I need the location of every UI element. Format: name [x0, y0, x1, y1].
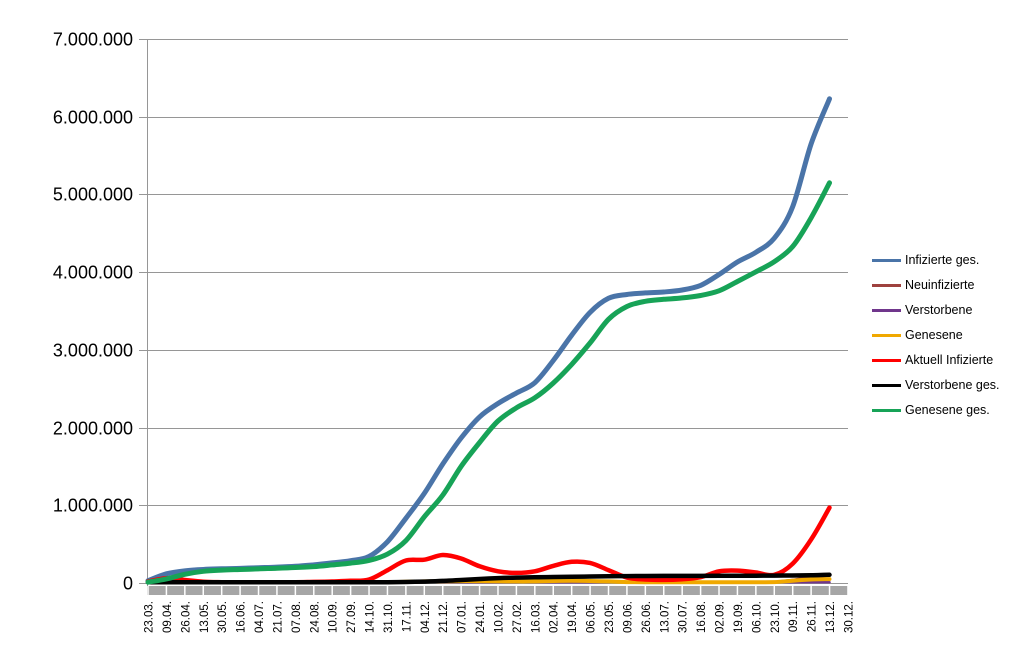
x-axis-label: 02.04. [549, 601, 561, 633]
x-axis-label: 04.07. [254, 601, 266, 633]
x-axis-label: 13.07. [659, 601, 671, 633]
chart-legend: Infizierte ges. Neuinfizierte Verstorbene G… [872, 248, 1000, 423]
y-axis-label: 1.000.000 [53, 496, 133, 516]
x-axis-label: 26.06. [641, 601, 653, 633]
legend-label: Neuinfizierte [905, 278, 975, 293]
x-axis-label: 30.12. [843, 601, 855, 633]
legend-label: Aktuell Infizierte [905, 353, 994, 368]
y-axis-label: 5.000.000 [53, 185, 133, 205]
y-axis-label: 7.000.000 [53, 30, 133, 50]
legend-line-swatch [872, 384, 901, 387]
x-axis-label: 04.12. [420, 601, 432, 633]
y-axis-label: 6.000.000 [53, 108, 133, 128]
x-axis-label: 30.05. [217, 601, 229, 633]
x-axis-label: 16.03. [530, 601, 542, 633]
legend-line-swatch [872, 334, 901, 337]
legend-line-swatch [872, 284, 901, 287]
x-axis-label: 06.10. [751, 601, 763, 633]
y-axis-label: 3.000.000 [53, 341, 133, 361]
legend-item-aktuell-infizierte[interactable]: Aktuell Infizierte [872, 348, 1000, 373]
series-line-infizierte-ges[interactable] [145, 96, 832, 584]
legend-line-swatch [872, 259, 901, 262]
legend-item-verstorbene-ges[interactable]: Verstorbene ges. [872, 373, 1000, 398]
x-axis-label: 02.09. [715, 601, 727, 633]
x-axis-label: 13.12. [825, 601, 837, 633]
x-axis-label: 24.08. [309, 601, 321, 633]
y-axis-label: 0 [123, 574, 133, 594]
legend-label: Verstorbene [905, 303, 973, 318]
x-axis-label: 09.11. [788, 601, 800, 632]
legend-item-genesene[interactable]: Genesene [872, 323, 1000, 348]
legend-label: Infizierte ges. [905, 253, 980, 268]
x-axis-label: 27.02. [512, 601, 524, 633]
legend-item-genesene-ges[interactable]: Genesene ges. [872, 398, 1000, 423]
legend-line-swatch [872, 409, 901, 412]
legend-item-neuinfizierte[interactable]: Neuinfizierte [872, 273, 1000, 298]
series-line-genesene-ges[interactable] [145, 180, 832, 585]
x-axis-label: 13.05. [199, 601, 211, 633]
x-axis-label: 17.11. [401, 601, 413, 632]
y-axis-label: 2.000.000 [53, 419, 133, 439]
x-axis-label: 19.04. [567, 601, 579, 633]
x-axis-label: 26.11. [807, 601, 819, 632]
x-axis-label: 24.01. [475, 601, 487, 633]
legend-label: Genesene ges. [905, 403, 990, 418]
x-axis-label: 16.08. [696, 601, 708, 633]
legend-line-swatch [872, 359, 901, 362]
x-axis-label: 07.08. [291, 601, 303, 633]
series-line-verstorbene-ges[interactable] [145, 572, 832, 585]
x-axis-label: 23.03. [144, 601, 156, 633]
y-axis-label: 4.000.000 [53, 263, 133, 283]
legend-line-swatch [872, 309, 901, 312]
x-axis-label: 10.09. [328, 601, 340, 633]
x-axis-label: 19.09. [733, 601, 745, 633]
x-axis-label: 21.07. [272, 601, 284, 633]
legend-item-infizierte-ges[interactable]: Infizierte ges. [872, 248, 1000, 273]
x-axis-label: 26.04. [180, 601, 192, 633]
legend-label: Verstorbene ges. [905, 378, 1000, 393]
x-axis-label: 30.07. [678, 601, 690, 633]
legend-item-verstorbene[interactable]: Verstorbene [872, 298, 1000, 323]
x-axis-label: 23.10. [770, 601, 782, 633]
x-axis-label: 23.05. [604, 601, 616, 633]
x-axis-label: 10.02. [493, 601, 505, 633]
x-axis-label: 09.04. [162, 601, 174, 633]
x-axis-label: 06.05. [586, 601, 598, 633]
x-axis-label: 07.01. [457, 601, 469, 633]
x-axis-label: 27.09. [346, 601, 358, 633]
legend-label: Genesene [905, 328, 963, 343]
x-axis-label: 09.06. [622, 601, 634, 633]
x-axis-label: 21.12. [438, 601, 450, 633]
x-axis-label: 16.06. [236, 601, 248, 633]
x-axis-label: 14.10. [365, 601, 377, 633]
x-axis-label: 31.10. [383, 601, 395, 633]
